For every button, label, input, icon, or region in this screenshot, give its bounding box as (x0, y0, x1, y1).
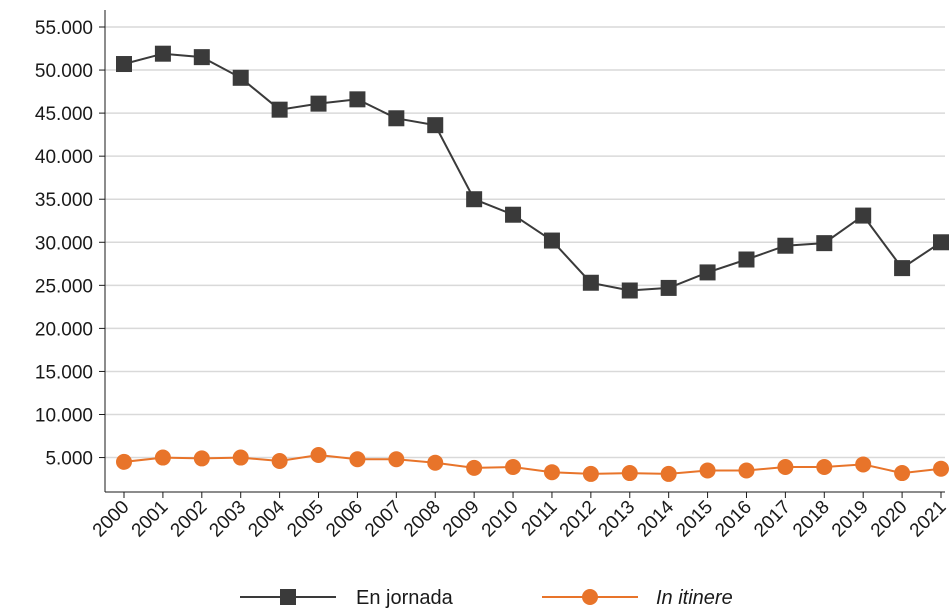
data-point-en-jornada (116, 56, 132, 73)
data-point-in-itinere (777, 459, 794, 476)
y-tick-label: 40.000 (35, 147, 93, 168)
y-tick-label: 45.000 (35, 104, 93, 125)
series-line-en-jornada (123, 52, 942, 292)
data-point-en-jornada (894, 260, 911, 277)
y-axis-ticks: 5.000 10.000 15.000 20.000 25.000 30.000 35.00… (35, 18, 105, 470)
data-point-in-itinere (582, 465, 599, 482)
data-point-in-itinere (738, 462, 755, 479)
x-tick-label: 2019 (828, 497, 873, 542)
data-point-en-jornada (232, 69, 249, 86)
x-tick-label: 2002 (167, 497, 212, 542)
data-point-en-jornada (505, 206, 522, 223)
x-tick-label: 2018 (789, 497, 834, 542)
data-point-in-itinere (505, 459, 522, 476)
data-point-in-itinere (193, 450, 210, 467)
x-tick-label: 2005 (283, 497, 328, 542)
legend-label-in-itinere: In itinere (656, 587, 733, 608)
legend-marker-in-itinere (582, 589, 598, 605)
data-point-in-itinere (816, 459, 833, 476)
y-tick-label: 25.000 (35, 276, 93, 297)
x-tick-label: 2017 (750, 497, 795, 542)
legend-item-en-jornada: En jornada (240, 587, 454, 608)
data-point-in-itinere (699, 462, 716, 479)
y-tick-label: 15.000 (35, 362, 93, 383)
data-point-en-jornada (621, 282, 638, 299)
y-tick-label: 5.000 (45, 449, 93, 470)
x-tick-label: 2003 (206, 497, 251, 542)
series-group (116, 45, 949, 482)
data-point-en-jornada (660, 279, 677, 296)
data-point-in-itinere (271, 453, 288, 469)
y-tick-label: 30.000 (35, 233, 93, 254)
x-tick-label: 2007 (361, 497, 406, 542)
data-point-en-jornada (933, 234, 949, 251)
legend-label-en-jornada: En jornada (356, 587, 454, 608)
data-point-en-jornada (855, 207, 872, 224)
legend-item-in-itinere: In itinere (542, 587, 733, 608)
data-point-en-jornada (738, 251, 755, 268)
x-tick-label: 2012 (556, 497, 601, 542)
y-tick-label: 55.000 (35, 18, 93, 39)
legend: En jornada In itinere (240, 587, 733, 608)
data-point-en-jornada (582, 274, 599, 291)
x-tick-label: 2011 (518, 497, 562, 541)
data-point-in-itinere (466, 459, 483, 476)
data-point-en-jornada (388, 110, 405, 127)
x-tick-label: 2008 (400, 497, 445, 542)
x-tick-label: 2015 (672, 497, 717, 542)
axes (104, 10, 945, 493)
data-point-in-itinere (855, 456, 872, 473)
data-point-in-itinere (543, 464, 560, 481)
x-tick-label: 2004 (244, 496, 289, 541)
y-tick-label: 10.000 (35, 406, 93, 427)
data-point-en-jornada (777, 237, 794, 254)
data-point-in-itinere (933, 460, 949, 477)
data-point-in-itinere (154, 449, 171, 466)
y-tick-label: 35.000 (35, 190, 93, 211)
y-tick-label: 50.000 (35, 61, 93, 82)
data-point-en-jornada (310, 95, 327, 112)
data-point-en-jornada (154, 45, 171, 62)
legend-marker-en-jornada (280, 589, 296, 605)
grid-lines (105, 26, 945, 459)
x-tick-label: 2021 (906, 497, 951, 542)
data-point-in-itinere (349, 451, 366, 468)
data-point-en-jornada (349, 91, 366, 108)
x-tick-label: 2000 (89, 497, 134, 542)
series-line-in-itinere (123, 453, 942, 475)
data-point-en-jornada (816, 235, 833, 252)
x-tick-label: 2006 (322, 497, 367, 542)
x-tick-label: 2013 (595, 497, 640, 542)
data-point-en-jornada (543, 232, 560, 249)
x-tick-label: 2010 (478, 497, 523, 542)
data-point-in-itinere (621, 465, 638, 482)
data-point-en-jornada (466, 191, 483, 208)
x-axis-ticks: 2000200120022003200420052006200720082009… (89, 492, 951, 541)
x-tick-label: 2020 (867, 497, 912, 542)
data-point-in-itinere (310, 446, 327, 463)
x-tick-label: 2009 (439, 497, 484, 542)
y-tick-label: 20.000 (35, 319, 93, 340)
data-point-en-jornada (271, 101, 288, 118)
data-point-en-jornada (699, 264, 716, 281)
data-point-in-itinere (427, 454, 444, 471)
x-tick-label: 2001 (128, 497, 173, 542)
data-point-in-itinere (232, 449, 249, 466)
data-point-en-jornada (193, 49, 210, 66)
x-tick-label: 2014 (633, 496, 678, 541)
data-point-in-itinere (388, 451, 405, 468)
data-point-in-itinere (116, 453, 132, 470)
data-point-en-jornada (427, 117, 444, 134)
data-point-in-itinere (894, 465, 911, 482)
x-tick-label: 2016 (711, 497, 756, 542)
data-point-in-itinere (660, 465, 677, 482)
